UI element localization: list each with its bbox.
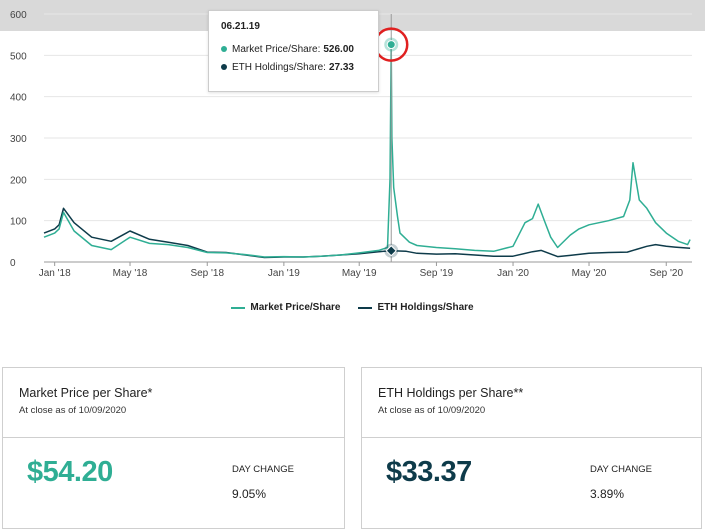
eth-card-subtitle: At close as of 10/09/2020 [378, 405, 486, 416]
eth-day-change-value: 3.89% [590, 487, 625, 501]
eth-point-marker [385, 245, 397, 257]
y-tick-label: 100 [10, 217, 27, 228]
chart-series [43, 43, 691, 259]
eth-line-icon [358, 306, 373, 309]
tooltip-eth-label: ETH Holdings/Share: [232, 61, 326, 73]
chart-tooltip: 06.21.19 Market Price/Share: 526.00 ETH … [208, 10, 379, 92]
market-card-title: Market Price per Share* [19, 386, 153, 400]
chart-legend: Market Price/Share ETH Holdings/Share [0, 302, 705, 313]
x-tick-label: May '18 [113, 268, 148, 279]
y-tick-label: 200 [10, 175, 27, 186]
market-dot-icon [221, 46, 227, 52]
y-tick-label: 0 [10, 258, 16, 269]
tooltip-row-market: Market Price/Share: 526.00 [221, 43, 366, 55]
tooltip-eth-value: 27.33 [328, 61, 354, 73]
y-tick-label: 600 [10, 10, 27, 21]
x-tick-label: Jan '18 [39, 268, 71, 279]
price-chart: 0 100 200 300 400 500 600 Jan '18 May '18 Sep '18… [0, 0, 705, 279]
x-tick-label: Sep '18 [190, 268, 224, 279]
market-line-icon [231, 306, 246, 309]
eth-card-body: $33.37 DAY CHANGE 3.89% [362, 438, 701, 529]
legend-market-label: Market Price/Share [250, 302, 341, 313]
market-price-line [43, 43, 691, 258]
market-card-body: $54.20 DAY CHANGE 9.05% [3, 438, 344, 529]
market-price-value: $54.20 [27, 456, 113, 488]
x-tick-label: May '19 [342, 268, 377, 279]
tooltip-market-value: 526.00 [323, 43, 354, 55]
x-tick-label: Sep '20 [649, 268, 683, 279]
y-tick-label: 300 [10, 134, 27, 145]
legend-item-market[interactable]: Market Price/Share [231, 302, 340, 313]
market-day-change-value: 9.05% [232, 487, 267, 501]
tooltip-date: 06.21.19 [221, 21, 260, 32]
y-tick-label: 500 [10, 51, 27, 62]
x-tick-label: Jan '20 [497, 268, 529, 279]
tooltip-market-label: Market Price/Share: [232, 43, 321, 55]
eth-dot-icon [221, 64, 227, 70]
eth-card-title: ETH Holdings per Share** [378, 386, 524, 400]
market-card-subtitle: At close as of 10/09/2020 [19, 405, 127, 416]
market-day-change-label: DAY CHANGE [232, 464, 294, 475]
eth-card-header: ETH Holdings per Share** At close as of … [362, 368, 701, 438]
eth-day-change-label: DAY CHANGE [590, 464, 652, 475]
x-tick-label: Jan '19 [268, 268, 300, 279]
eth-holdings-card: ETH Holdings per Share** At close as of … [361, 367, 702, 529]
chart-hover[interactable] [373, 14, 409, 262]
market-point-marker [386, 40, 396, 50]
tooltip-row-eth: ETH Holdings/Share: 27.33 [221, 61, 366, 73]
legend-item-eth[interactable]: ETH Holdings/Share [358, 302, 474, 313]
legend-eth-label: ETH Holdings/Share [377, 302, 474, 313]
x-tick-label: Sep '19 [420, 268, 454, 279]
eth-holdings-line [43, 207, 691, 259]
x-tick-label: May '20 [572, 268, 607, 279]
y-tick-label: 400 [10, 93, 27, 104]
eth-holdings-value: $33.37 [386, 456, 472, 488]
market-card-header: Market Price per Share* At close as of 1… [3, 368, 344, 438]
chart-axes: 0 100 200 300 400 500 600 Jan '18 May '18 Sep '18… [10, 10, 692, 279]
market-price-card: Market Price per Share* At close as of 1… [2, 367, 345, 529]
